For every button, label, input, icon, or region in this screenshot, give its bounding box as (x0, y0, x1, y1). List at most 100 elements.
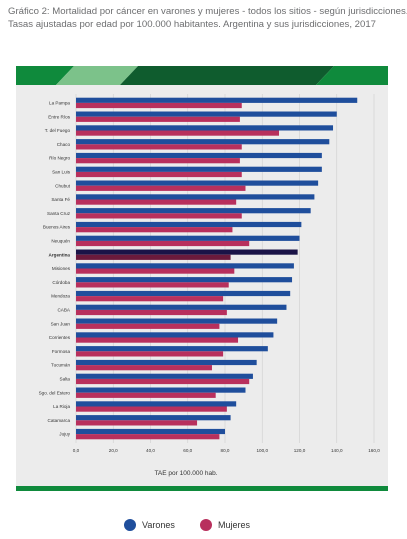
x-axis-label: TAE por 100.000 hab. (154, 470, 217, 477)
legend-swatch-varones (124, 519, 136, 531)
x-tick-label: 60,0 (183, 448, 192, 453)
category-label: Río Negro (49, 156, 70, 161)
bar-mujeres (76, 116, 240, 122)
x-tick-label: 40,0 (146, 448, 155, 453)
header-band (16, 66, 388, 85)
chart-title-line-1: Gráfico 2: Mortalidad por cáncer en varo… (8, 6, 407, 17)
bar-varones (76, 346, 268, 352)
bar-varones (76, 373, 253, 379)
category-label: Neuquén (51, 239, 70, 244)
x-tick-label: 140,0 (331, 448, 343, 453)
category-label: La Pampa (49, 101, 70, 106)
bar-varones (76, 318, 278, 324)
bar-mujeres (76, 199, 237, 205)
category-label: Mendoza (51, 294, 70, 299)
legend-item-varones: Varones (124, 515, 175, 535)
category-label: Chaco (57, 142, 71, 147)
bar-mujeres (76, 365, 212, 371)
bar-varones (76, 166, 322, 172)
category-label: La Rioja (53, 404, 70, 409)
category-label: CABA (57, 308, 70, 313)
x-tick-label: 100,0 (257, 448, 269, 453)
x-tick-label: 0,0 (73, 448, 80, 453)
category-label: Catamarca (48, 418, 71, 423)
bar-varones (76, 277, 293, 283)
category-label: Tucumán (51, 363, 70, 368)
bar-varones (76, 125, 334, 131)
bar-mujeres (76, 227, 233, 233)
header-band-right-green (316, 66, 388, 85)
category-label: Córdoba (52, 280, 70, 285)
category-labels: La Pampa Entre Ríos T. del Fuego Chaco Río N… (39, 101, 71, 437)
header-band-left-light (56, 66, 138, 85)
bars (76, 97, 358, 440)
bar-mujeres (76, 240, 250, 247)
bar-mujeres (76, 254, 231, 260)
bar-varones (76, 97, 358, 103)
x-tick-label: 80,0 (221, 448, 230, 453)
category-label: Santa Fé (51, 197, 70, 202)
category-label: Santa Cruz (47, 211, 71, 216)
bar-varones (76, 387, 246, 393)
bar-mujeres (76, 434, 220, 440)
category-label: Formosa (52, 349, 71, 354)
category-label: Argentina (49, 252, 71, 257)
bar-mujeres (76, 144, 242, 150)
category-label: Salta (60, 377, 71, 382)
category-label: Jujuy (59, 432, 70, 437)
bar-mujeres (76, 392, 216, 398)
bar-varones (76, 249, 298, 255)
bar-varones (76, 194, 315, 200)
bar-mujeres (76, 406, 227, 412)
bar-varones (76, 235, 300, 241)
category-label: Buenos Aires (43, 225, 71, 230)
chart-title: Gráfico 2: Mortalidad por cáncer en varo… (8, 6, 407, 31)
bar-mujeres (76, 378, 250, 385)
bar-varones (76, 111, 337, 117)
bar-mujeres (76, 130, 280, 136)
category-label: Misiones (52, 266, 71, 271)
bar-mujeres (76, 213, 242, 219)
legend-label-varones: Varones (142, 520, 175, 530)
legend-item-mujeres: Mujeres (200, 515, 250, 535)
bar-varones (76, 304, 287, 310)
bar-mujeres (76, 323, 220, 329)
bar-varones (76, 401, 237, 407)
bar-mujeres (76, 337, 239, 343)
bar-mujeres (76, 102, 242, 109)
legend: Varones Mujeres (0, 515, 407, 535)
bar-mujeres (76, 282, 229, 288)
legend-label-mujeres: Mujeres (218, 520, 251, 530)
bar-varones (76, 221, 302, 228)
bar-mujeres (76, 171, 242, 178)
bar-varones (76, 139, 330, 145)
bar-mujeres (76, 420, 198, 426)
x-tick-labels: 0,0 20,0 40,0 60,0 80,0 100,0 120,0 140,0 160,0 (73, 448, 380, 453)
legend-swatch-mujeres (200, 519, 212, 531)
bar-varones (76, 428, 225, 435)
category-label: T. del Fuego (45, 128, 71, 133)
x-tick-label: 20,0 (109, 448, 118, 453)
category-label: San Luis (52, 170, 71, 175)
category-label: Corrientes (49, 335, 71, 340)
bar-mujeres (76, 351, 224, 357)
bar-varones (76, 359, 257, 366)
chart-title-line-2: Tasas ajustadas por edad por 100.000 hab… (8, 18, 376, 30)
category-label: Entre Ríos (48, 114, 70, 119)
bar-varones (76, 263, 294, 269)
bar-varones (76, 332, 274, 338)
header-band-middle-dark (120, 66, 334, 85)
bar-varones (76, 208, 311, 214)
bar-mujeres (76, 296, 224, 302)
bar-varones (76, 180, 319, 186)
footer-band (16, 486, 388, 491)
x-tick-label: 160,0 (368, 448, 380, 453)
x-tick-label: 120,0 (294, 448, 306, 453)
bar-varones (76, 415, 231, 421)
category-label: San Juan (51, 321, 71, 326)
bar-varones (76, 290, 291, 297)
bar-mujeres (76, 268, 235, 274)
bar-mujeres (76, 309, 227, 316)
bar-mujeres (76, 185, 246, 191)
